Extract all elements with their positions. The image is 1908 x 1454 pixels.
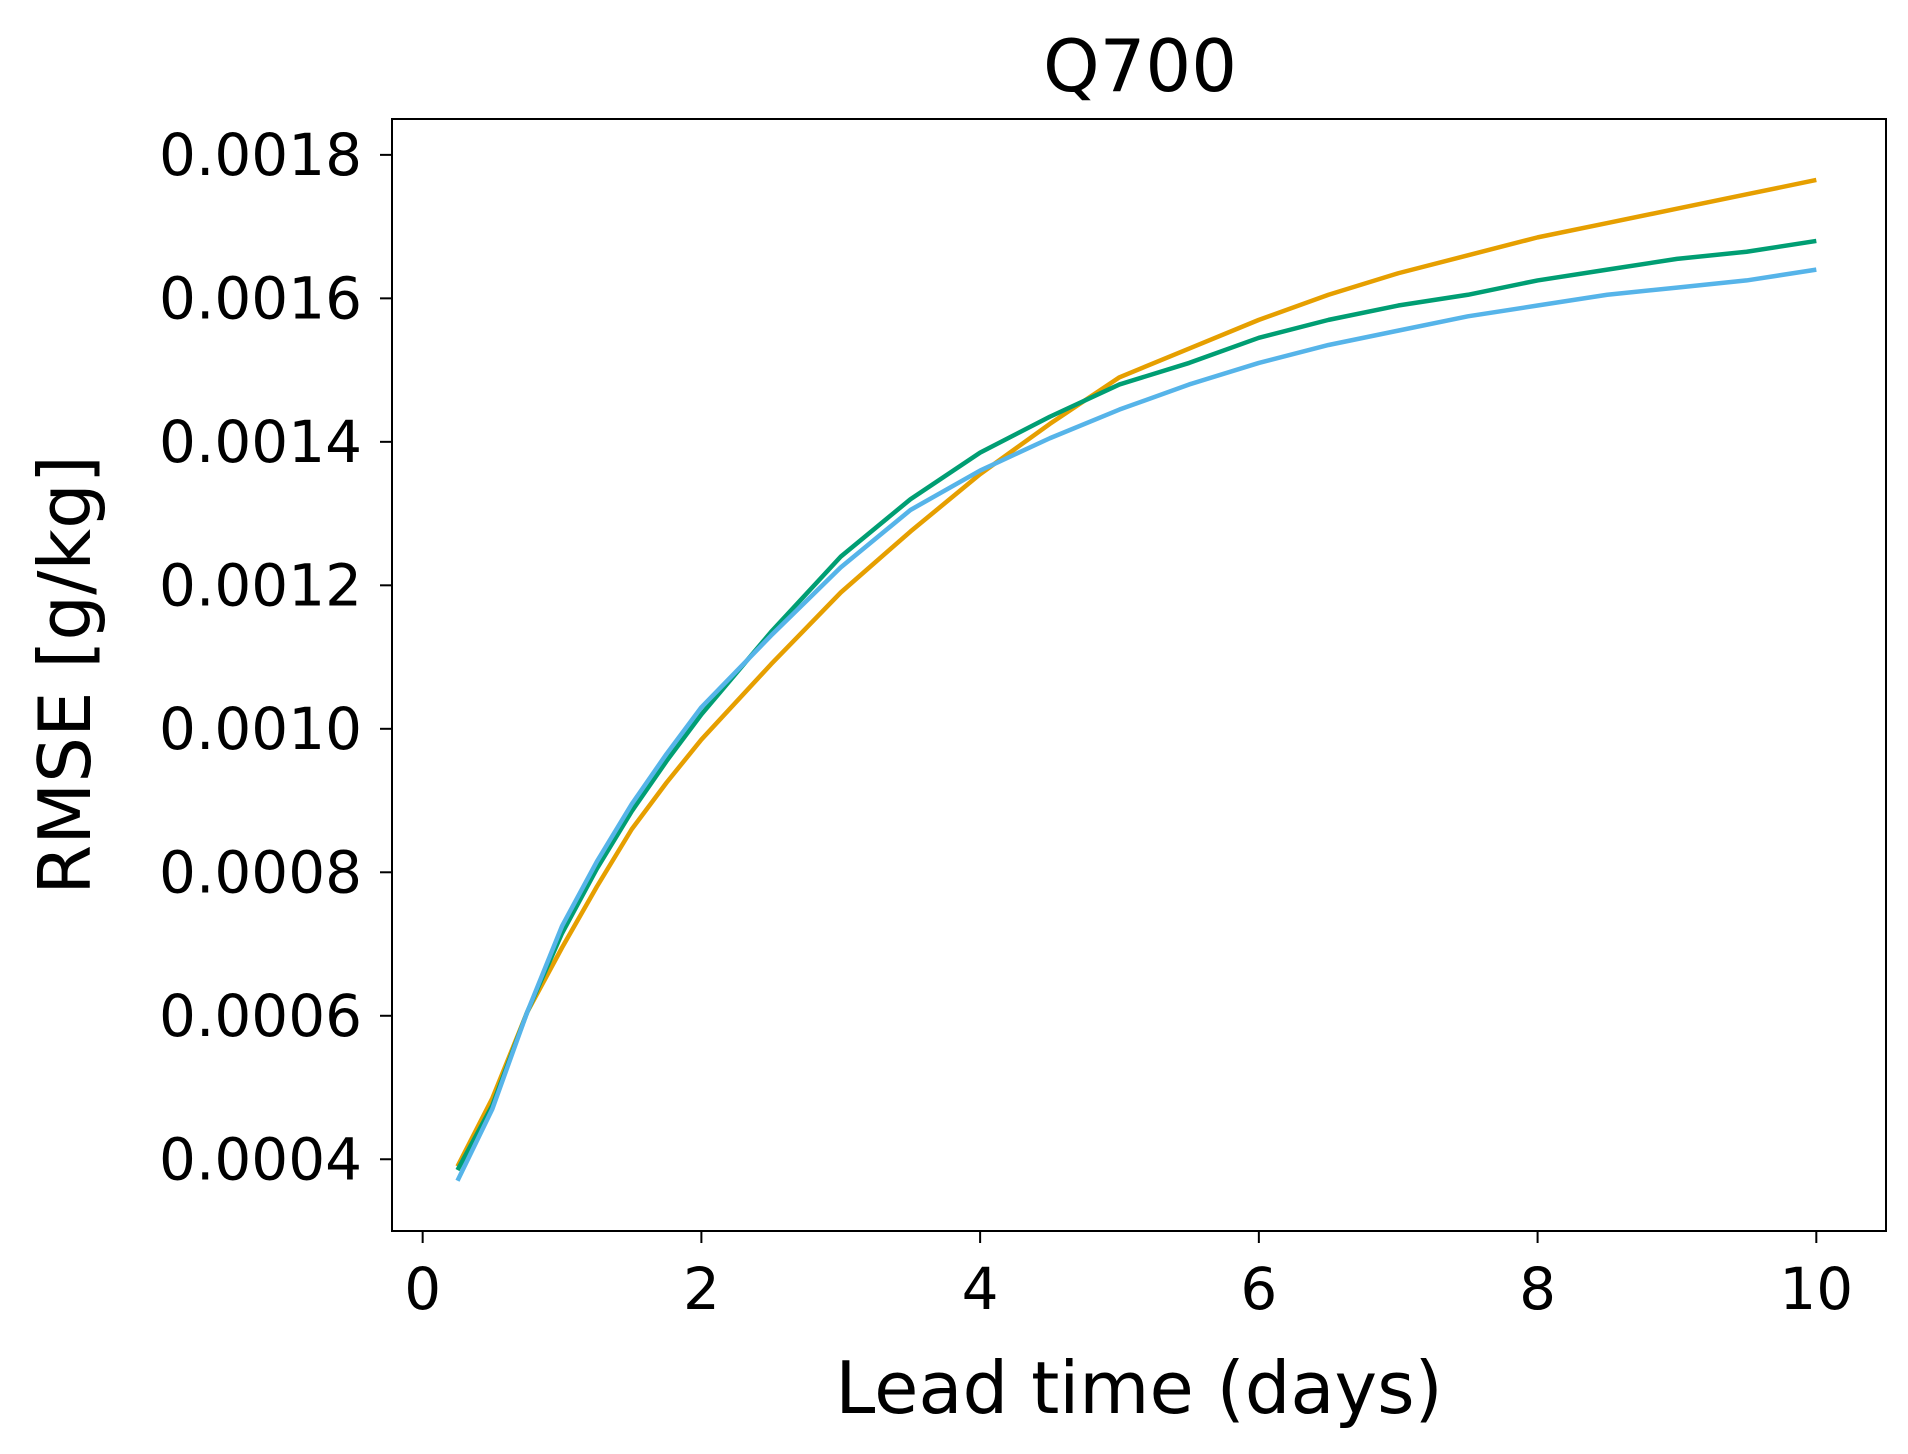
x-tick-label: 10 [1779,1255,1853,1323]
y-tick-label: 0.0012 [159,551,362,619]
y-tick-label: 0.0006 [159,982,362,1050]
series-line-2 [455,238,1817,1172]
series-layer [455,177,1817,1182]
plot-frame [391,118,1887,1232]
y-tick-label: 0.0018 [159,121,362,189]
x-tick-label: 4 [962,1255,999,1323]
chart-title: Q700 [1043,24,1237,108]
series-line-3 [455,267,1817,1182]
y-tick-label: 0.0016 [159,264,362,332]
x-axis: 0 2 4 6 8 10 [404,1231,1853,1323]
x-axis-label: Lead time (days) [835,1346,1443,1430]
x-tick-label: 2 [683,1255,720,1323]
y-tick-label: 0.0014 [159,408,362,476]
x-tick-label: 8 [1519,1255,1556,1323]
x-tick-label: 6 [1240,1255,1277,1323]
y-tick-label: 0.0004 [159,1125,362,1193]
y-tick-label: 0.0010 [159,695,362,763]
y-axis-label: RMSE [g/kg] [23,455,107,895]
series-line-1 [455,177,1817,1168]
x-tick-label: 0 [404,1255,441,1323]
y-tick-label: 0.0008 [159,838,362,906]
y-axis: 0.0004 0.0006 0.0008 0.0010 0.0012 0.0014 0.00… [159,121,392,1193]
